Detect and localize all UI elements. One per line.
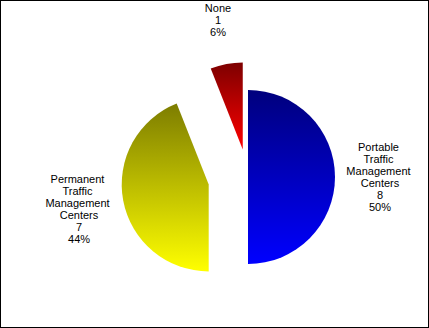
slice-label: Portable Traffic Management Centers (346, 141, 413, 189)
pie (122, 62, 335, 271)
slice (122, 104, 209, 272)
slice (248, 90, 335, 264)
chart: Portable Traffic Management Centers850% P… (0, 0, 429, 328)
slice-label: Permanent Traffic Management Centers (45, 173, 112, 221)
count-label: 8 (377, 189, 383, 201)
frame (1, 1, 429, 328)
percent-label: 6% (210, 26, 226, 38)
count-label: 7 (76, 221, 82, 233)
percent-label: 44% (68, 233, 90, 245)
percent-label: 50% (369, 201, 391, 213)
count-label: 1 (215, 14, 221, 26)
slice-label: None (205, 2, 231, 14)
slice (211, 62, 243, 149)
